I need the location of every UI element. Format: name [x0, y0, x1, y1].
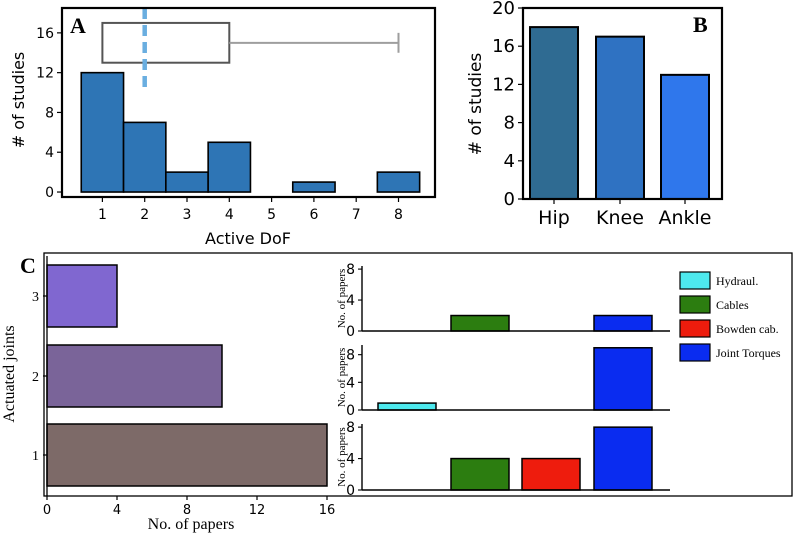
y-axis-label-subplot: No. of papers [336, 269, 348, 329]
y-tick-label: 1 [32, 449, 39, 464]
x-tick-label: 4 [113, 503, 121, 518]
legend-swatch [679, 319, 711, 338]
x-axis-label-c: No. of papers [148, 516, 235, 533]
y-tick-label: 4 [504, 151, 515, 172]
bar-joints-3 [46, 264, 118, 328]
x-tick-label: 3 [183, 207, 192, 223]
histogram-bars [80, 71, 421, 193]
y-tick-label: 8 [346, 262, 355, 278]
histogram-bar [122, 121, 167, 193]
bar-cables [450, 457, 510, 491]
x-tick-label: Knee [596, 207, 644, 229]
bar-ankle [660, 73, 710, 200]
actuated-joint-bars [46, 264, 328, 487]
y-tick-label: 0 [346, 483, 355, 499]
y-tick-label: 4 [346, 375, 355, 391]
x-ticks-a: 1 2 3 4 5 6 7 8 [98, 197, 403, 223]
x-ticks-c: 0 4 8 12 16 [43, 496, 335, 518]
y-axis-label-subplot: No. of papers [336, 427, 348, 487]
bar-joints-2 [46, 344, 223, 408]
histogram-bar [376, 171, 421, 193]
y-tick-label: 4 [346, 293, 355, 309]
y-tick-label: 4 [45, 145, 54, 161]
panel-b: B Hip Knee Ankle 0 4 8 12 16 20 # of studies [466, 0, 724, 229]
histogram-bar [291, 181, 336, 193]
legend-label: Bowden cab. [716, 322, 779, 336]
legend-label: Joint Torques [716, 346, 781, 360]
boxplot-box [101, 21, 231, 64]
x-tick-label: Hip [538, 207, 570, 229]
y-axis-label-a: # of studies [9, 52, 28, 149]
x-tick-label: 2 [140, 207, 149, 223]
bar-hip [529, 26, 579, 200]
x-tick-label: 16 [319, 503, 336, 518]
y-ticks-c: 1 2 3 [32, 290, 47, 464]
y-tick-label: 8 [504, 113, 515, 134]
y-tick-label: 8 [45, 105, 54, 121]
y-tick-label: 2 [32, 370, 39, 385]
bar-joint-torques [593, 314, 653, 332]
bar-cables [450, 314, 510, 332]
x-tick-label: Ankle [658, 207, 711, 229]
y-axis-label-c: Actuated joints [1, 325, 18, 422]
histogram-bar [165, 171, 209, 193]
legend-swatch [679, 271, 711, 290]
y-tick-label: 12 [36, 66, 54, 82]
bar-hydraul- [377, 402, 437, 411]
y-axis-label-subplot: No. of papers [336, 348, 348, 408]
legend-label: Cables [716, 298, 749, 312]
panel-letter-c: C [20, 253, 36, 278]
y-ticks-b: 0 4 8 12 16 20 [492, 0, 523, 210]
panel-letter-b: B [693, 12, 708, 37]
x-tick-label: 0 [43, 503, 51, 518]
y-tick-label: 4 [346, 452, 355, 468]
legend-swatch [679, 295, 711, 314]
x-tick-label: 6 [309, 207, 318, 223]
y-tick-label: 20 [492, 0, 515, 19]
bar-knee [595, 35, 645, 201]
bar-joints-1 [46, 423, 328, 487]
y-axis-label-b: # of studies [466, 53, 486, 156]
y-tick-label: 16 [36, 26, 54, 42]
bar-joint-torques [593, 426, 653, 491]
legend-swatch [679, 343, 711, 362]
axes-frame-a [60, 6, 437, 199]
panel-c: C 0 4 8 12 16 123 No. of papers Actuated joi… [1, 252, 793, 533]
panel-c-frame [43, 252, 793, 497]
x-ticks-b: Hip Knee Ankle [538, 199, 712, 229]
y-ticks-a: 0 4 8 12 16 [36, 26, 62, 201]
legend-label: Hydraul. [716, 274, 758, 288]
x-tick-label: 1 [98, 207, 107, 223]
joint-bars [529, 26, 710, 201]
y-tick-label: 8 [346, 420, 355, 436]
x-tick-label: 5 [267, 207, 276, 223]
boxplot [101, 8, 400, 88]
y-tick-label: 0 [504, 189, 515, 210]
y-tick-label: 0 [346, 324, 355, 340]
histogram-bar [80, 71, 125, 193]
y-tick-label: 12 [492, 74, 515, 95]
bar-joint-torques [593, 347, 653, 411]
legend: Hydraul. Cables Bowden cab. Joint Torques [679, 271, 781, 362]
y-tick-label: 8 [346, 348, 355, 364]
panel-letter-a: A [70, 13, 86, 38]
y-tick-label: 0 [45, 185, 54, 201]
x-tick-label: 4 [225, 207, 234, 223]
x-tick-label: 7 [352, 207, 361, 223]
y-tick-label: 3 [32, 290, 39, 305]
x-tick-label: 12 [249, 503, 266, 518]
x-tick-label: 8 [394, 207, 403, 223]
y-tick-label: 16 [492, 36, 515, 57]
x-axis-label-a: Active DoF [205, 229, 291, 248]
bar-bowden-cab- [521, 457, 581, 491]
axes-frame-b [521, 6, 724, 201]
histogram-bar [207, 141, 252, 193]
y-tick-label: 0 [346, 403, 355, 419]
x-tick-label: 8 [183, 503, 191, 518]
